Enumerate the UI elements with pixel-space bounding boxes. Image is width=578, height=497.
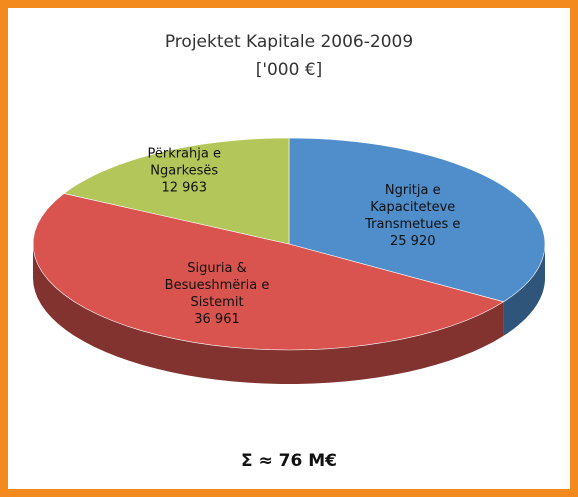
slice-label: Ngritja e Kapaciteteve Transmetues e 25 9… — [353, 182, 473, 250]
value-label: 12 963 — [161, 180, 207, 196]
value-label: 36 961 — [194, 312, 240, 328]
value-label: 25 920 — [390, 234, 436, 250]
slice-label: Përkrahja e Ngarkesës 12 963 — [124, 146, 244, 197]
chart: Projektet Kapitale 2006-2009 ['000 €] Σ … — [32, 32, 546, 471]
pie-side — [33, 244, 504, 384]
chart-subtitle: ['000 €] — [256, 60, 323, 80]
pie-slice — [288, 137, 546, 303]
pie-slice — [32, 193, 505, 351]
category-label: Ngritja e Kapaciteteve Transmetues e — [365, 183, 461, 233]
slice-label: Siguria & Besueshmëria e Sistemit 36 961 — [157, 260, 277, 328]
chart-title: Projektet Kapitale 2006-2009 — [165, 32, 413, 52]
pie-slice — [63, 137, 290, 245]
category-label: Përkrahja e Ngarkesës — [147, 146, 221, 179]
annotation: Σ ≈ 76 M€ — [241, 451, 337, 471]
category-label: Siguria & Besueshmëria e Sistemit — [164, 261, 270, 311]
pie-side — [503, 244, 545, 336]
